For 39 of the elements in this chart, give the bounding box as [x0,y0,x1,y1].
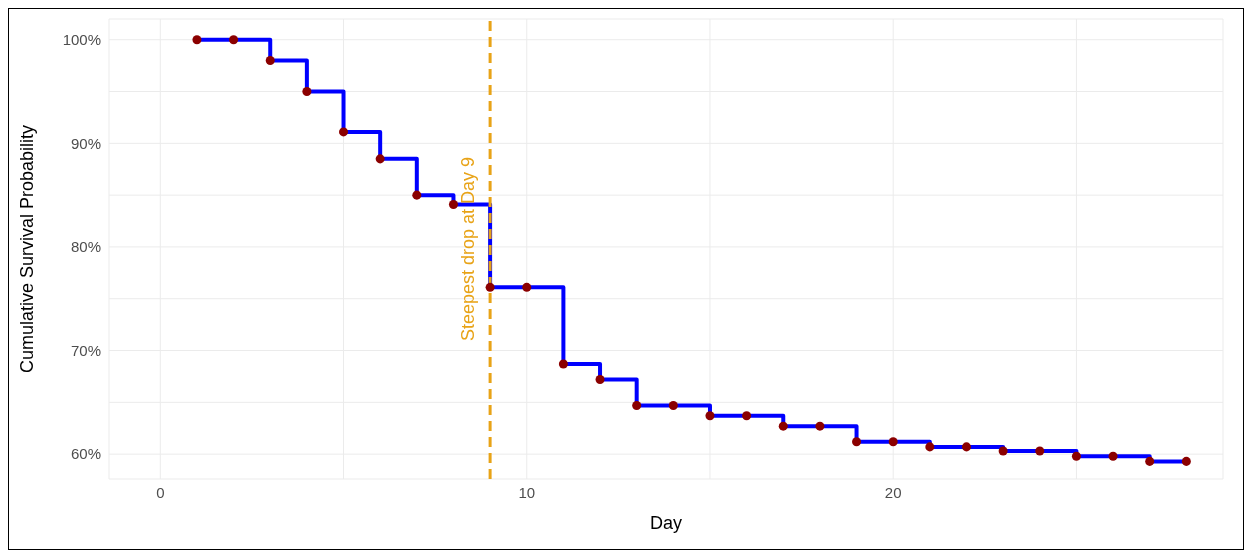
point [998,446,1008,456]
point [925,442,935,452]
y-axis-title: Cumulative Survival Probability [17,124,38,374]
point [1035,446,1045,456]
point [1071,451,1081,461]
y-tick-label: 90% [70,134,101,152]
point [339,127,349,137]
x-axis-title: Day [649,513,683,533]
point [412,190,422,200]
point [485,282,495,292]
point [632,400,642,410]
ref-line-label: Steepest drop at Day 9 [458,156,479,342]
point [522,282,532,292]
y-tick-label: 80% [70,238,101,256]
point [961,442,971,452]
point [1181,456,1191,466]
point [229,35,239,45]
point [778,421,788,431]
y-tick-label: 100% [62,31,101,49]
x-tick-label: 10 [518,483,536,501]
point [192,35,202,45]
point [852,437,862,447]
point [302,87,312,97]
y-tick-label: 70% [70,341,101,359]
point [888,437,898,447]
y-tick-label: 60% [70,445,101,463]
point [1108,451,1118,461]
x-tick-label: 20 [884,483,902,501]
point [558,359,568,369]
x-tick-label: 0 [156,483,165,501]
point [595,375,605,385]
point [1145,456,1155,466]
point [375,154,385,164]
point [265,55,275,65]
point [668,400,678,410]
point [705,411,715,421]
point [448,199,458,209]
point [815,421,825,431]
point [742,411,752,421]
